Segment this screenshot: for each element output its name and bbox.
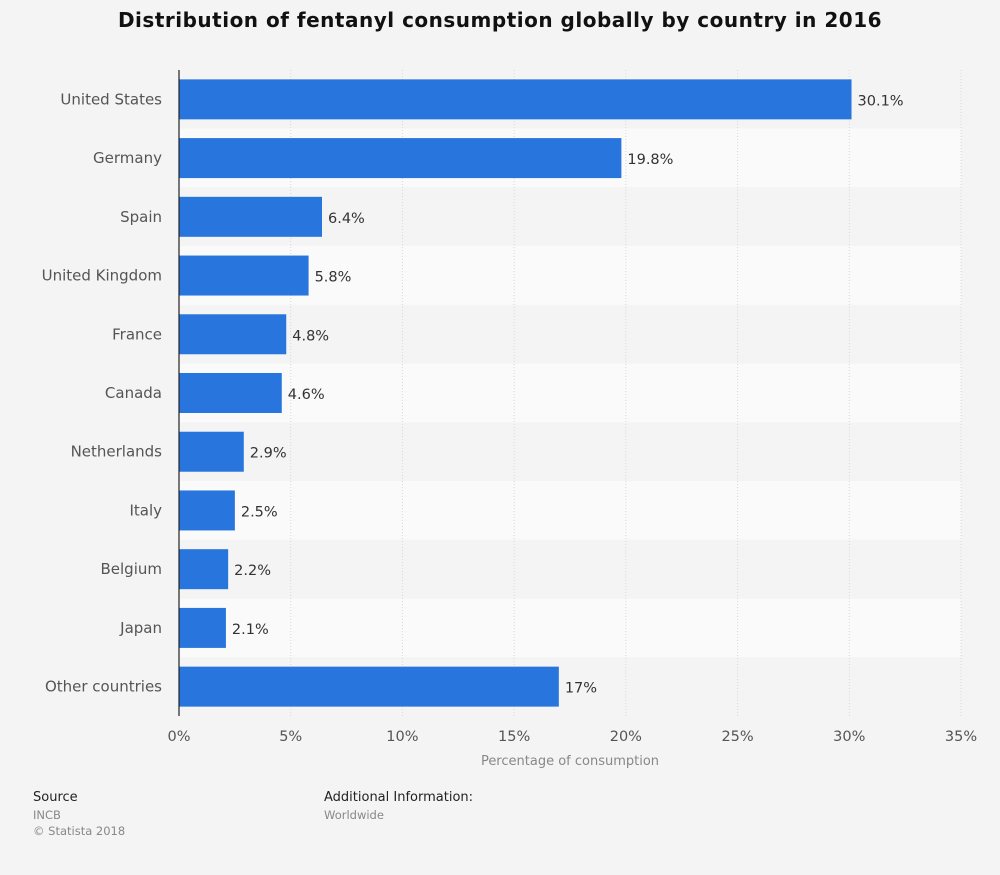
value-label: 17% <box>565 681 597 697</box>
additional-info-line: Worldwide <box>324 808 384 822</box>
row-band <box>179 539 961 599</box>
value-label: 5.8% <box>315 270 352 286</box>
additional-info-heading: Additional Information: <box>324 790 474 805</box>
bar <box>179 79 852 120</box>
x-tick-label: 15% <box>498 729 530 745</box>
value-label: 19.8% <box>627 152 673 168</box>
row-band <box>179 304 961 364</box>
value-label: 2.5% <box>241 504 278 520</box>
additional-info-block: Additional Information: Worldwide <box>324 790 473 823</box>
category-label: Netherlands <box>71 443 163 461</box>
x-tick-label: 30% <box>833 729 865 745</box>
bar <box>179 255 309 296</box>
category-label: United States <box>60 90 162 108</box>
bar <box>179 490 235 531</box>
row-band <box>179 246 961 305</box>
x-tick-label: 10% <box>386 729 418 745</box>
value-label: 6.4% <box>328 211 365 227</box>
row-band <box>179 422 961 482</box>
value-label: 4.6% <box>288 387 325 403</box>
category-label: Belgium <box>101 560 163 578</box>
copyright-line: © Statista 2018 <box>33 824 126 838</box>
value-label: 4.8% <box>292 328 329 344</box>
source-block: Source INCB © Statista 2018 <box>33 790 125 839</box>
row-band <box>179 598 961 658</box>
row-band <box>179 363 961 423</box>
category-label: Canada <box>105 384 162 402</box>
bar <box>179 138 622 179</box>
category-label: Spain <box>120 208 162 226</box>
source-heading: Source <box>33 790 78 805</box>
category-label: Japan <box>119 619 162 637</box>
value-label: 2.9% <box>250 446 287 462</box>
x-tick-label: 0% <box>167 729 190 745</box>
source-line: INCB <box>33 808 61 822</box>
bar <box>179 549 229 590</box>
category-label: Germany <box>93 149 162 167</box>
x-axis-title: Percentage of consumption <box>481 754 659 769</box>
value-label: 2.2% <box>234 563 271 579</box>
x-tick-label: 25% <box>721 729 753 745</box>
bar <box>179 431 244 472</box>
category-label: United Kingdom <box>42 267 162 285</box>
value-label: 30.1% <box>858 93 904 109</box>
row-band <box>179 481 961 540</box>
bar <box>179 314 287 355</box>
x-tick-label: 5% <box>279 729 302 745</box>
category-label: France <box>112 325 162 343</box>
category-label: Italy <box>129 501 162 519</box>
chart-title: Distribution of fentanyl consumption glo… <box>117 8 883 32</box>
bar <box>179 666 559 707</box>
bar <box>179 607 226 648</box>
bar <box>179 373 282 413</box>
bar <box>179 196 322 237</box>
x-tick-label: 20% <box>610 729 642 745</box>
value-label: 2.1% <box>232 622 269 638</box>
x-tick-label: 35% <box>945 729 977 745</box>
category-label: Other countries <box>45 678 162 696</box>
